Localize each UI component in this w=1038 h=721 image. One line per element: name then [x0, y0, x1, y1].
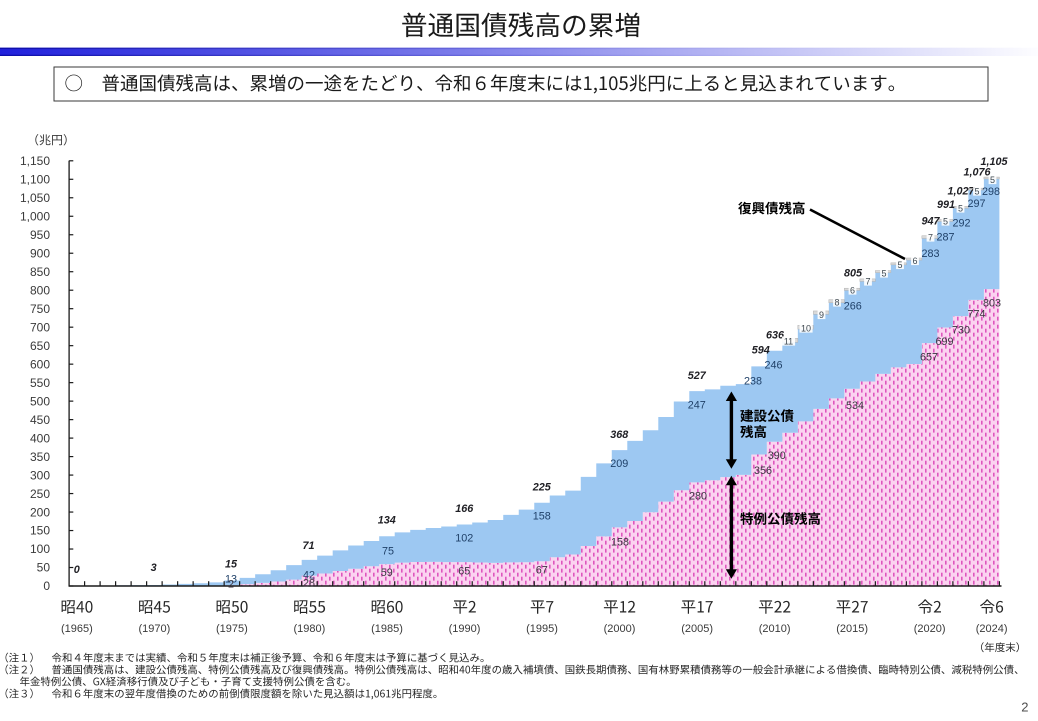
svg-text:42: 42: [303, 569, 315, 581]
svg-text:5: 5: [990, 175, 995, 185]
svg-text:(1965): (1965): [61, 623, 93, 635]
svg-text:636: 636: [766, 329, 785, 341]
svg-text:67: 67: [536, 564, 548, 576]
svg-text:750: 750: [30, 302, 50, 316]
svg-text:59: 59: [381, 567, 393, 579]
svg-text:700: 700: [30, 320, 50, 334]
svg-text:158: 158: [611, 536, 629, 548]
svg-text:10: 10: [801, 323, 811, 333]
svg-text:657: 657: [920, 351, 938, 363]
svg-text:527: 527: [688, 370, 707, 382]
svg-text:166: 166: [455, 503, 474, 515]
svg-text:8: 8: [834, 297, 839, 307]
svg-text:(1975): (1975): [216, 623, 248, 635]
svg-text:1,105: 1,105: [980, 156, 1008, 168]
svg-text:1,076: 1,076: [963, 166, 991, 178]
svg-text:238: 238: [744, 375, 762, 387]
svg-text:225: 225: [532, 481, 552, 493]
svg-text:594: 594: [752, 344, 770, 356]
svg-text:300: 300: [30, 468, 50, 482]
svg-text:5: 5: [897, 260, 902, 270]
svg-text:292: 292: [952, 217, 970, 229]
svg-text:150: 150: [30, 524, 50, 538]
svg-text:850: 850: [30, 265, 50, 279]
svg-text:280: 280: [689, 490, 707, 502]
svg-text:3: 3: [151, 562, 157, 574]
svg-text:950: 950: [30, 228, 50, 242]
svg-text:730: 730: [952, 324, 970, 336]
svg-text:287: 287: [936, 231, 954, 243]
svg-text:1,000: 1,000: [20, 210, 50, 224]
svg-text:650: 650: [30, 339, 50, 353]
svg-text:250: 250: [30, 487, 50, 501]
svg-text:1,150: 1,150: [20, 154, 50, 168]
svg-text:1,050: 1,050: [20, 191, 50, 205]
svg-text:(1970): (1970): [139, 623, 171, 635]
svg-text:390: 390: [768, 450, 786, 462]
svg-text:356: 356: [754, 465, 772, 477]
svg-text:13: 13: [225, 573, 237, 585]
svg-text:368: 368: [610, 429, 628, 441]
svg-text:28: 28: [303, 577, 315, 589]
svg-text:(1995): (1995): [526, 623, 558, 635]
svg-text:102: 102: [455, 532, 473, 544]
svg-text:1,027: 1,027: [947, 185, 975, 197]
svg-text:(2024): (2024): [976, 623, 1008, 635]
svg-text:450: 450: [30, 413, 50, 427]
svg-text:6: 6: [850, 285, 855, 295]
svg-text:283: 283: [921, 248, 939, 260]
svg-text:6: 6: [912, 256, 917, 266]
svg-text:7: 7: [928, 232, 933, 242]
svg-text:600: 600: [30, 357, 50, 371]
svg-text:50: 50: [37, 561, 51, 575]
svg-text:805: 805: [844, 268, 863, 280]
svg-text:65: 65: [458, 565, 470, 577]
svg-text:5: 5: [943, 216, 948, 226]
svg-text:15: 15: [225, 558, 238, 570]
svg-text:400: 400: [30, 431, 50, 445]
svg-text:(1980): (1980): [294, 623, 326, 635]
svg-text:100: 100: [30, 542, 50, 556]
svg-text:5: 5: [958, 203, 963, 213]
svg-text:774: 774: [967, 308, 985, 320]
svg-text:0: 0: [43, 579, 50, 593]
svg-text:5: 5: [881, 268, 886, 278]
svg-text:(2020): (2020): [914, 623, 946, 635]
svg-text:266: 266: [844, 300, 862, 312]
svg-text:900: 900: [30, 246, 50, 260]
svg-text:(2015): (2015): [836, 623, 868, 635]
svg-text:7: 7: [865, 276, 870, 286]
svg-text:500: 500: [30, 394, 50, 408]
svg-text:947: 947: [921, 215, 940, 227]
svg-text:9: 9: [819, 310, 824, 320]
svg-text:71: 71: [302, 540, 314, 552]
svg-text:(2005): (2005): [681, 623, 713, 635]
svg-text:350: 350: [30, 450, 50, 464]
svg-text:134: 134: [378, 514, 396, 526]
svg-text:550: 550: [30, 376, 50, 390]
svg-text:297: 297: [967, 198, 985, 210]
svg-text:(1990): (1990): [449, 623, 481, 635]
svg-text:1,100: 1,100: [20, 173, 50, 187]
svg-text:699: 699: [935, 336, 953, 348]
svg-text:534: 534: [846, 400, 864, 412]
svg-text:800: 800: [30, 283, 50, 297]
svg-text:75: 75: [382, 545, 394, 557]
svg-text:200: 200: [30, 505, 50, 519]
svg-text:(1985): (1985): [371, 623, 403, 635]
svg-text:11: 11: [784, 336, 793, 346]
svg-text:(2010): (2010): [759, 623, 791, 635]
svg-text:209: 209: [610, 458, 628, 470]
svg-text:298: 298: [982, 186, 1000, 198]
svg-text:247: 247: [688, 399, 706, 411]
svg-text:5: 5: [974, 186, 979, 196]
svg-text:246: 246: [764, 359, 782, 371]
svg-text:(2000): (2000): [604, 623, 636, 635]
svg-text:991: 991: [937, 199, 955, 211]
svg-text:2: 2: [228, 579, 234, 591]
svg-text:158: 158: [533, 510, 551, 522]
svg-text:803: 803: [983, 297, 1001, 309]
svg-text:2: 2: [1021, 700, 1028, 715]
svg-text:0: 0: [74, 564, 80, 576]
